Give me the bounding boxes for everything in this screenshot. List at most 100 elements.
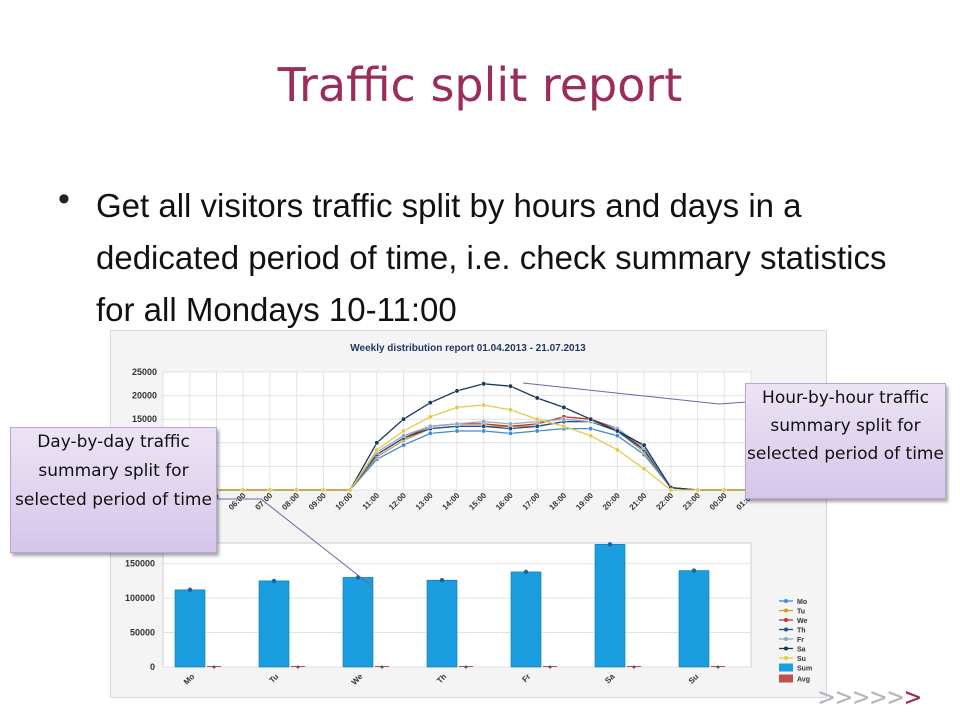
bar-x-tick-label: Sa	[603, 672, 617, 686]
line-point-Su	[534, 416, 540, 422]
line-point-Mo	[534, 428, 540, 434]
bar-sum-marker-Mo	[187, 587, 193, 593]
bar-sum-Mo	[174, 589, 206, 668]
line-point-Fr	[401, 433, 406, 439]
bar-avg-marker-We	[380, 665, 384, 669]
bullet-dot-icon: •	[58, 180, 70, 218]
callout-hour-by-hour: Hour-by-hour traffic summary split for s…	[745, 383, 946, 499]
legend-label-Sa: Sa	[797, 647, 806, 654]
bar-x-tick-label: We	[350, 672, 365, 687]
bar-x-tick-label: Tu	[268, 672, 281, 685]
line-point-Su	[267, 487, 273, 493]
bar-sum-marker-Sa	[607, 542, 613, 547]
line-point-Mo	[508, 430, 513, 436]
line-point-Sa	[374, 440, 380, 446]
legend-marker-Fr	[784, 637, 788, 641]
bar-x-tick-label: Th	[435, 672, 448, 685]
line-x-tick-label: 14:00	[441, 491, 462, 512]
bar-sum-We	[342, 577, 374, 668]
nav-arrows-light: >>>>>	[818, 682, 905, 713]
line-x-tick-label: 12:00	[387, 491, 408, 512]
line-point-Th	[508, 426, 513, 432]
legend-label-Mo: Mo	[797, 599, 807, 606]
line-x-tick-label: 15:00	[467, 491, 488, 512]
line-x-tick-label: 11:00	[361, 491, 382, 512]
line-point-Su	[427, 414, 433, 420]
line-x-tick-label: 10:00	[334, 491, 355, 512]
bar-y-tick-label: 0	[150, 662, 155, 672]
legend-marker-Sa	[784, 646, 788, 651]
bar-sum-Sa	[594, 544, 626, 668]
chart-panel: Weekly distribution report 01.04.2013 - …	[110, 330, 827, 698]
legend-swatch-Sum	[779, 663, 793, 672]
line-y-tick-label: 25000	[132, 367, 157, 377]
line-point-Su	[401, 428, 406, 434]
line-point-Su	[294, 487, 300, 493]
bar-sum-Fr	[510, 571, 542, 668]
line-x-tick-label: 06:00	[227, 491, 248, 512]
next-slide-arrows[interactable]: >>>>>>	[818, 682, 922, 713]
line-point-Su	[508, 407, 513, 413]
line-point-Mo	[588, 426, 594, 432]
line-point-Su	[668, 487, 674, 493]
line-point-Sa	[481, 381, 487, 387]
chart-svg: Weekly distribution report 01.04.2013 - …	[125, 343, 812, 687]
line-x-tick-label: 22:00	[654, 491, 675, 512]
line-point-Sa	[561, 404, 567, 410]
line-x-tick-label: 19:00	[574, 491, 595, 512]
line-y-tick-label: 15000	[132, 414, 157, 424]
line-x-tick-label: 16:00	[494, 491, 515, 512]
line-point-Su	[240, 487, 246, 493]
bar-x-tick-label: Mo	[182, 672, 197, 687]
line-point-Fr	[454, 421, 460, 427]
legend-label-Avg: Avg	[797, 677, 810, 684]
line-point-Sa	[401, 416, 406, 422]
bar-y-tick-label: 50000	[130, 628, 155, 638]
bar-sum-Su	[678, 570, 710, 668]
bullet-text: Get all visitors traffic split by hours …	[96, 187, 887, 328]
bar-sum-marker-Fr	[523, 569, 529, 575]
line-point-Mo	[614, 433, 620, 439]
bar-x-tick-label: Fr	[520, 672, 532, 684]
legend-marker-Tu	[784, 608, 788, 613]
bar-avg-marker-Mo	[212, 665, 216, 669]
line-x-tick-label: 13:00	[414, 491, 435, 512]
callout-day-by-day-text: Day-by-day traffic summary split for sel…	[15, 432, 212, 510]
bar-avg-marker-Sa	[632, 665, 636, 669]
legend-label-We: We	[797, 618, 807, 625]
legend-marker-We	[784, 618, 788, 622]
line-point-Th	[534, 423, 540, 429]
line-point-Fr	[561, 416, 567, 422]
line-point-Su	[614, 447, 620, 453]
bar-avg-marker-Tu	[296, 665, 300, 669]
line-x-tick-label: 18:00	[547, 491, 568, 512]
line-point-Su	[721, 487, 727, 493]
line-x-tick-label: 09:00	[307, 491, 328, 512]
bar-sum-marker-Th	[439, 578, 445, 583]
bar-avg-marker-Th	[464, 665, 468, 669]
line-point-Sa	[508, 383, 513, 389]
line-point-Su	[588, 433, 594, 439]
bar-avg-marker-Su	[716, 665, 720, 669]
callout-day-by-day: Day-by-day traffic summary split for sel…	[10, 427, 217, 553]
line-point-Su	[481, 402, 487, 408]
line-point-Sa	[454, 388, 460, 394]
bar-y-tick-label: 150000	[125, 559, 155, 569]
line-x-tick-label: 08:00	[280, 491, 301, 512]
line-point-Su	[454, 404, 460, 410]
line-point-Su	[695, 487, 700, 493]
slide-title: Traffic split report	[277, 58, 683, 112]
line-point-Th	[481, 423, 487, 429]
line-point-Mo	[427, 430, 433, 436]
callout-connector-right	[522, 382, 748, 405]
legend-marker-Mo	[784, 599, 788, 603]
bullet-point: • Get all visitors traffic split by hour…	[58, 180, 888, 336]
nav-arrow-dark: >	[904, 682, 922, 713]
legend-label-Tu: Tu	[797, 609, 805, 616]
line-point-Mo	[401, 442, 406, 448]
line-point-Sa	[614, 428, 620, 434]
line-point-Sa	[534, 395, 540, 401]
bar-x-tick-label: Su	[687, 672, 701, 686]
legend-label-Th: Th	[797, 628, 806, 635]
line-point-Sa	[427, 400, 433, 406]
